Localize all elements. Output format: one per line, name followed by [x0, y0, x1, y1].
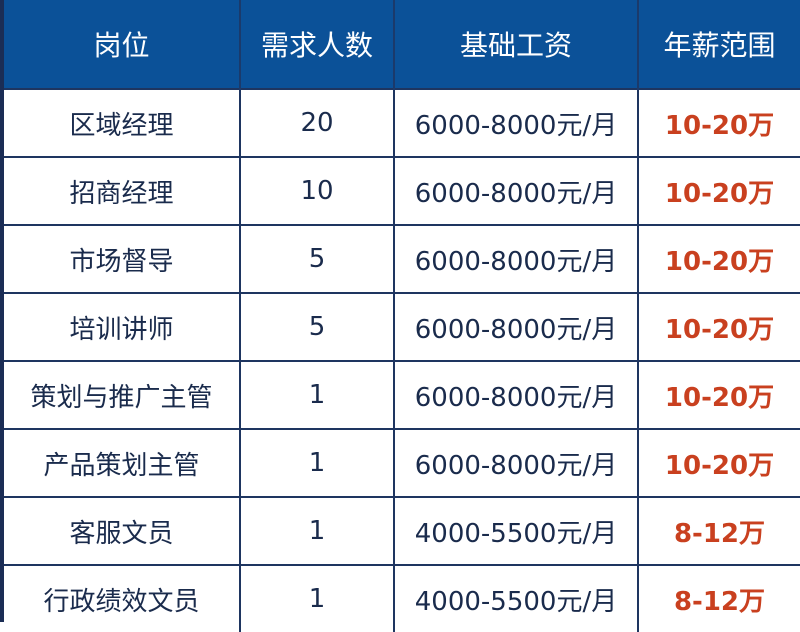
header-count: 需求人数	[240, 0, 395, 89]
cell-count: 1	[240, 496, 395, 565]
cell-count: 20	[240, 88, 395, 157]
cell-annual-salary: 8-12万	[638, 564, 800, 632]
cell-annual-salary: 10-20万	[638, 156, 800, 225]
cell-annual-salary: 8-12万	[638, 496, 800, 565]
cell-count: 1	[240, 360, 395, 429]
cell-base-salary: 6000-8000元/月	[394, 360, 639, 429]
cell-position: 行政绩效文员	[4, 564, 241, 632]
table-row: 客服文员 1 4000-5500元/月 8-12万	[4, 496, 800, 565]
cell-position: 区域经理	[4, 88, 241, 157]
cell-count: 10	[240, 156, 395, 225]
cell-annual-salary: 10-20万	[638, 428, 800, 497]
table-row: 培训讲师 5 6000-8000元/月 10-20万	[4, 292, 800, 361]
cell-count: 5	[240, 292, 395, 361]
cell-position: 策划与推广主管	[4, 360, 241, 429]
cell-position: 客服文员	[4, 496, 241, 565]
cell-base-salary: 6000-8000元/月	[394, 292, 639, 361]
header-position: 岗位	[4, 0, 241, 89]
table-row: 行政绩效文员 1 4000-5500元/月 8-12万	[4, 564, 800, 632]
cell-annual-salary: 10-20万	[638, 88, 800, 157]
header-annual-salary: 年薪范围	[638, 0, 800, 89]
cell-count: 5	[240, 224, 395, 293]
cell-count: 1	[240, 428, 395, 497]
table-row: 市场督导 5 6000-8000元/月 10-20万	[4, 224, 800, 293]
cell-annual-salary: 10-20万	[638, 224, 800, 293]
table-header-row: 岗位 需求人数 基础工资 年薪范围	[4, 0, 800, 89]
cell-base-salary: 4000-5500元/月	[394, 564, 639, 632]
cell-annual-salary: 10-20万	[638, 360, 800, 429]
cell-position: 培训讲师	[4, 292, 241, 361]
table-row: 策划与推广主管 1 6000-8000元/月 10-20万	[4, 360, 800, 429]
recruitment-table: 岗位 需求人数 基础工资 年薪范围 区域经理 20 6000-8000元/月 10-2…	[4, 0, 800, 632]
header-base-salary: 基础工资	[394, 0, 639, 89]
table-row: 区域经理 20 6000-8000元/月 10-20万	[4, 88, 800, 157]
cell-base-salary: 6000-8000元/月	[394, 88, 639, 157]
cell-base-salary: 6000-8000元/月	[394, 156, 639, 225]
cell-position: 招商经理	[4, 156, 241, 225]
cell-base-salary: 6000-8000元/月	[394, 224, 639, 293]
cell-base-salary: 4000-5500元/月	[394, 496, 639, 565]
table-row: 招商经理 10 6000-8000元/月 10-20万	[4, 156, 800, 225]
cell-annual-salary: 10-20万	[638, 292, 800, 361]
table-row: 产品策划主管 1 6000-8000元/月 10-20万	[4, 428, 800, 497]
cell-position: 市场督导	[4, 224, 241, 293]
cell-position: 产品策划主管	[4, 428, 241, 497]
cell-base-salary: 6000-8000元/月	[394, 428, 639, 497]
cell-count: 1	[240, 564, 395, 632]
